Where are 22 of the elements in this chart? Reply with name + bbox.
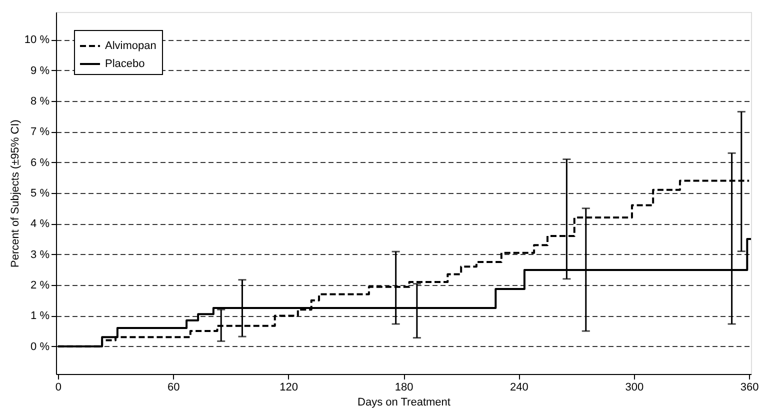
- y-tick-label: 9 %: [30, 64, 50, 77]
- x-tick-label: 0: [55, 382, 62, 394]
- x-tick-label: 240: [510, 382, 528, 394]
- y-tick-label: 8 %: [30, 95, 50, 108]
- y-tick-label: 3 %: [30, 248, 50, 261]
- y-axis-title: Percent of Subjects (±95% CI): [9, 120, 22, 268]
- y-tick-label: 7 %: [30, 126, 50, 138]
- legend-label: Placebo: [105, 58, 145, 70]
- y-tick-label: 10 %: [24, 34, 50, 46]
- y-tick-label: 1 %: [30, 310, 50, 322]
- x-axis-title: Days on Treatment: [358, 396, 450, 408]
- y-tick-label: 6 %: [30, 156, 50, 169]
- y-tick-label: 5 %: [30, 188, 50, 200]
- y-tick-label: 0 %: [30, 340, 50, 353]
- x-tick-label: 360: [740, 382, 759, 394]
- x-tick-label: 180: [394, 382, 414, 394]
- x-tick-label: 300: [625, 382, 644, 394]
- x-tick-label: 120: [280, 382, 298, 394]
- y-tick-label: 2 %: [30, 280, 50, 292]
- x-tick-label: 60: [167, 382, 180, 394]
- y-tick-label: 4 %: [30, 218, 50, 230]
- legend-label: Alvimopan: [105, 40, 156, 52]
